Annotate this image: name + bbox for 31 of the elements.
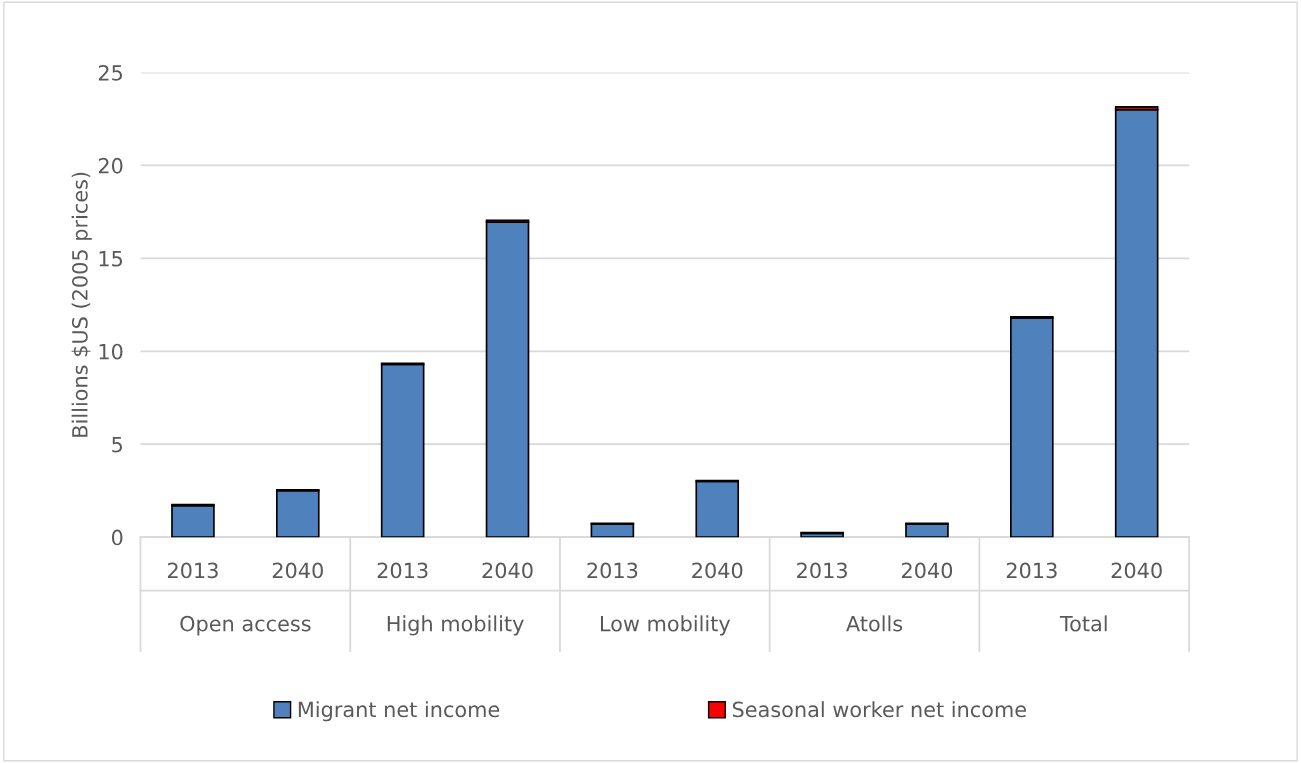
- x-tick-label: 2013: [167, 562, 218, 579]
- bar: [1010, 316, 1054, 538]
- bar: [1114, 108, 1159, 538]
- bar: [485, 221, 530, 538]
- x-tick-label: 2040: [901, 562, 953, 579]
- y-axis-title: Billions $US (2005 prices): [71, 172, 92, 437]
- y-tick-label: 20: [98, 157, 123, 174]
- x-tick-label: 2013: [587, 562, 638, 579]
- bar: [380, 363, 425, 538]
- text: High mobility: [387, 615, 524, 636]
- y-tick-label: 25: [98, 64, 123, 81]
- x-tick-label: 2040: [692, 562, 743, 579]
- x-tick-label: 2040: [482, 562, 533, 579]
- legend-label: Migrant net income: [298, 701, 500, 722]
- x-tick-label: 2013: [1006, 562, 1057, 579]
- x-tick-label: 2013: [797, 562, 847, 579]
- y-tick-label: 10: [99, 343, 123, 360]
- text: Open access: [180, 615, 311, 636]
- x-tick-label: 2013: [377, 562, 428, 579]
- x-tick-label: 2040: [1111, 562, 1162, 579]
- bar: [695, 480, 740, 538]
- text: Atolls: [846, 615, 903, 632]
- text: Low mobility: [600, 615, 731, 636]
- bar: [171, 504, 215, 538]
- text: Total: [1059, 615, 1107, 632]
- bar: [275, 489, 320, 538]
- y-tick-label: 0: [111, 529, 123, 546]
- legend-label: Seasonal worker net income: [732, 701, 1026, 718]
- y-tick-label: 15: [99, 251, 123, 267]
- x-tick-label: 2040: [272, 562, 323, 579]
- y-tick-label: 5: [112, 436, 123, 453]
